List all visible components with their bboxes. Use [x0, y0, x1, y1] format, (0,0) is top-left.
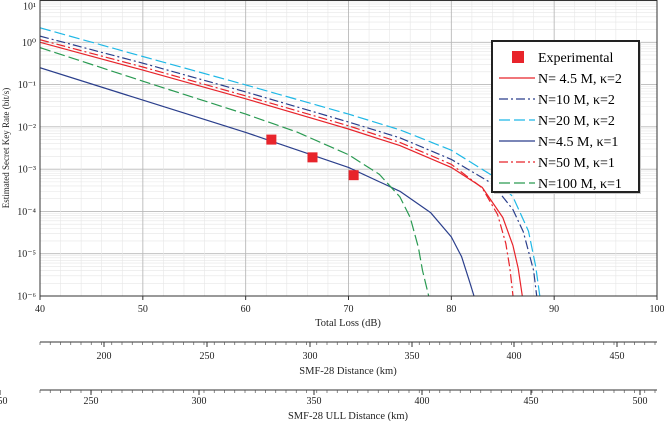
- y-tick-label: 10⁻⁵: [17, 249, 36, 260]
- secondary-tick-label: 250: [84, 396, 99, 407]
- y-tick-label: 10⁻¹: [18, 80, 36, 91]
- legend-marker: [512, 51, 524, 63]
- legend-label: N=4.5 M, κ=1: [538, 135, 618, 150]
- experimental-point: [308, 152, 318, 162]
- legend-label: N=20 M, κ=2: [538, 114, 615, 129]
- y-tick-label: 10⁻⁴: [17, 207, 36, 218]
- y-axis-title: Estimated Secret Key Rate (bit/s): [1, 88, 11, 208]
- legend-label: Experimental: [538, 51, 614, 66]
- secondary-tick-label: 200: [97, 351, 112, 362]
- secondary-tick-label: 250: [200, 351, 215, 362]
- legend-label: N=50 M, κ=1: [538, 156, 615, 171]
- secondary-axis-title: SMF-28 Distance (km): [299, 366, 397, 377]
- legend-label: N=10 M, κ=2: [538, 93, 615, 108]
- x-tick-label: 60: [241, 304, 251, 315]
- y-tick-label: 10⁻²: [18, 122, 36, 133]
- secondary-tick-label: 350: [405, 351, 420, 362]
- y-tick-label: 10⁻³: [18, 165, 36, 176]
- legend: Experimental N= 4.5 M, κ=2 N=10 M, κ=2 N=20…: [492, 41, 641, 194]
- experimental-point: [349, 170, 359, 180]
- y-tick-label: 10¹: [23, 2, 36, 13]
- y-tick-label: 10⁰: [22, 38, 36, 49]
- secondary-tick-label: 350: [307, 396, 322, 407]
- x-tick-label: 100: [650, 304, 664, 315]
- secondary-axis-title: SMF-28 ULL Distance (km): [288, 411, 409, 421]
- legend-label: N=100 M, κ=1: [538, 177, 622, 192]
- x-axis-title: Total Loss (dB): [315, 318, 381, 329]
- legend-label: N= 4.5 M, κ=2: [538, 72, 622, 87]
- secondary-tick-label: 450: [610, 351, 625, 362]
- x-tick-label: 70: [344, 304, 354, 315]
- x-tick-label: 90: [549, 304, 559, 315]
- secondary-tick-label: 300: [303, 351, 318, 362]
- secondary-tick-label: 500: [633, 396, 648, 407]
- x-tick-label: 40: [35, 304, 45, 315]
- secondary-tick-label: 300: [192, 396, 207, 407]
- secondary-tick-label: 400: [415, 396, 430, 407]
- experimental-point: [266, 135, 276, 145]
- secondary-tick-label: 450: [524, 396, 539, 407]
- secondary-tick-label: 400: [507, 351, 522, 362]
- x-tick-label: 50: [138, 304, 148, 315]
- y-tick-label: 10⁻⁶: [17, 292, 36, 303]
- x-tick-label: 80: [446, 304, 456, 315]
- secondary-tick-label: 550: [0, 396, 8, 407]
- secondary-axes: 200 250 300 350 400 450 SMF-28 Distance (km) 25…: [0, 342, 657, 421]
